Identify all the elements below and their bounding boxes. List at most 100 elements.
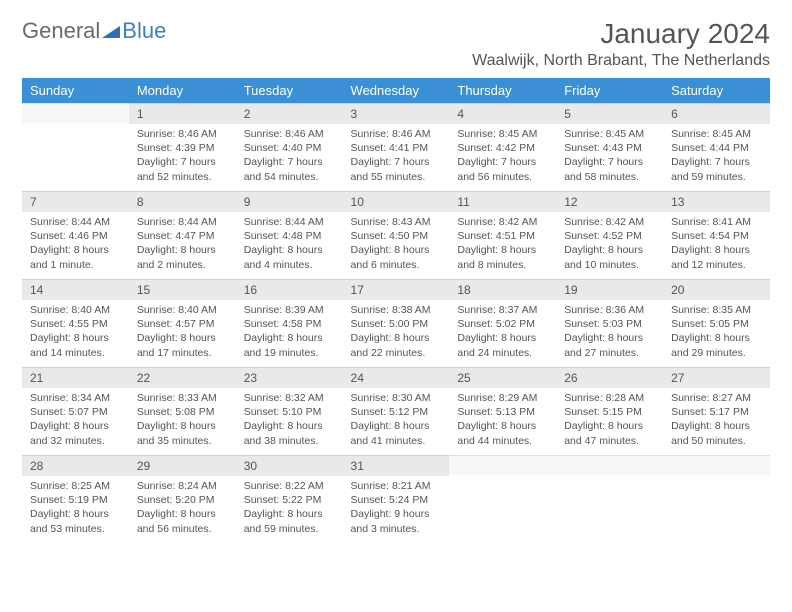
weekday-header: Thursday [449,78,556,103]
sunrise-line: Sunrise: 8:45 AM [457,127,548,141]
calendar-cell: 18Sunrise: 8:37 AMSunset: 5:02 PMDayligh… [449,279,556,367]
day-info: Sunrise: 8:21 AMSunset: 5:24 PMDaylight:… [343,476,450,540]
daylight-line: Daylight: 8 hours and 35 minutes. [137,419,228,447]
calendar-cell: 25Sunrise: 8:29 AMSunset: 5:13 PMDayligh… [449,367,556,455]
day-number: 13 [663,191,770,212]
weekday-header: Friday [556,78,663,103]
day-info: Sunrise: 8:37 AMSunset: 5:02 PMDaylight:… [449,300,556,364]
day-info: Sunrise: 8:44 AMSunset: 4:46 PMDaylight:… [22,212,129,276]
day-number: 25 [449,367,556,388]
sunrise-line: Sunrise: 8:45 AM [671,127,762,141]
daylight-line: Daylight: 8 hours and 29 minutes. [671,331,762,359]
day-info: Sunrise: 8:39 AMSunset: 4:58 PMDaylight:… [236,300,343,364]
calendar-cell: 31Sunrise: 8:21 AMSunset: 5:24 PMDayligh… [343,455,450,543]
calendar-cell: 3Sunrise: 8:46 AMSunset: 4:41 PMDaylight… [343,103,450,191]
calendar-row: 14Sunrise: 8:40 AMSunset: 4:55 PMDayligh… [22,279,770,367]
day-number: 7 [22,191,129,212]
sunset-line: Sunset: 5:07 PM [30,405,121,419]
calendar-cell: 29Sunrise: 8:24 AMSunset: 5:20 PMDayligh… [129,455,236,543]
day-number: 8 [129,191,236,212]
calendar-cell: 7Sunrise: 8:44 AMSunset: 4:46 PMDaylight… [22,191,129,279]
sunset-line: Sunset: 5:15 PM [564,405,655,419]
day-info: Sunrise: 8:41 AMSunset: 4:54 PMDaylight:… [663,212,770,276]
calendar-cell: 13Sunrise: 8:41 AMSunset: 4:54 PMDayligh… [663,191,770,279]
sunset-line: Sunset: 5:00 PM [351,317,442,331]
day-number: 22 [129,367,236,388]
day-number: 26 [556,367,663,388]
sunrise-line: Sunrise: 8:25 AM [30,479,121,493]
day-info: Sunrise: 8:44 AMSunset: 4:48 PMDaylight:… [236,212,343,276]
calendar-row: 7Sunrise: 8:44 AMSunset: 4:46 PMDaylight… [22,191,770,279]
daylight-line: Daylight: 8 hours and 17 minutes. [137,331,228,359]
calendar-cell: 19Sunrise: 8:36 AMSunset: 5:03 PMDayligh… [556,279,663,367]
sunset-line: Sunset: 5:22 PM [244,493,335,507]
logo-text-general: General [22,18,100,44]
day-info: Sunrise: 8:44 AMSunset: 4:47 PMDaylight:… [129,212,236,276]
sunrise-line: Sunrise: 8:39 AM [244,303,335,317]
daylight-line: Daylight: 7 hours and 59 minutes. [671,155,762,183]
calendar-cell: 22Sunrise: 8:33 AMSunset: 5:08 PMDayligh… [129,367,236,455]
calendar-cell: 17Sunrise: 8:38 AMSunset: 5:00 PMDayligh… [343,279,450,367]
calendar-cell: 8Sunrise: 8:44 AMSunset: 4:47 PMDaylight… [129,191,236,279]
sunrise-line: Sunrise: 8:33 AM [137,391,228,405]
sunrise-line: Sunrise: 8:28 AM [564,391,655,405]
day-info: Sunrise: 8:38 AMSunset: 5:00 PMDaylight:… [343,300,450,364]
sunrise-line: Sunrise: 8:44 AM [244,215,335,229]
sunset-line: Sunset: 4:52 PM [564,229,655,243]
day-info: Sunrise: 8:34 AMSunset: 5:07 PMDaylight:… [22,388,129,452]
day-number: 24 [343,367,450,388]
sunset-line: Sunset: 4:39 PM [137,141,228,155]
weekday-header: Monday [129,78,236,103]
sunrise-line: Sunrise: 8:24 AM [137,479,228,493]
daylight-line: Daylight: 8 hours and 38 minutes. [244,419,335,447]
daylight-line: Daylight: 8 hours and 14 minutes. [30,331,121,359]
weekday-header: Tuesday [236,78,343,103]
calendar-cell: 28Sunrise: 8:25 AMSunset: 5:19 PMDayligh… [22,455,129,543]
sunrise-line: Sunrise: 8:42 AM [457,215,548,229]
calendar-body: 1Sunrise: 8:46 AMSunset: 4:39 PMDaylight… [22,103,770,543]
empty-day [663,455,770,475]
day-info: Sunrise: 8:27 AMSunset: 5:17 PMDaylight:… [663,388,770,452]
sunset-line: Sunset: 4:46 PM [30,229,121,243]
sunset-line: Sunset: 4:58 PM [244,317,335,331]
sunrise-line: Sunrise: 8:36 AM [564,303,655,317]
sunset-line: Sunset: 4:54 PM [671,229,762,243]
header: General Blue January 2024 Waalwijk, Nort… [22,18,770,70]
calendar-cell: 14Sunrise: 8:40 AMSunset: 4:55 PMDayligh… [22,279,129,367]
day-info: Sunrise: 8:30 AMSunset: 5:12 PMDaylight:… [343,388,450,452]
sunset-line: Sunset: 4:55 PM [30,317,121,331]
day-info: Sunrise: 8:46 AMSunset: 4:41 PMDaylight:… [343,124,450,188]
day-info: Sunrise: 8:40 AMSunset: 4:57 PMDaylight:… [129,300,236,364]
day-number: 11 [449,191,556,212]
day-info: Sunrise: 8:42 AMSunset: 4:52 PMDaylight:… [556,212,663,276]
weekday-header: Wednesday [343,78,450,103]
month-title: January 2024 [472,18,770,50]
sunrise-line: Sunrise: 8:32 AM [244,391,335,405]
daylight-line: Daylight: 8 hours and 50 minutes. [671,419,762,447]
calendar-cell: 2Sunrise: 8:46 AMSunset: 4:40 PMDaylight… [236,103,343,191]
sunrise-line: Sunrise: 8:37 AM [457,303,548,317]
day-info: Sunrise: 8:32 AMSunset: 5:10 PMDaylight:… [236,388,343,452]
calendar-row: 1Sunrise: 8:46 AMSunset: 4:39 PMDaylight… [22,103,770,191]
sunrise-line: Sunrise: 8:40 AM [137,303,228,317]
day-info: Sunrise: 8:35 AMSunset: 5:05 PMDaylight:… [663,300,770,364]
sunrise-line: Sunrise: 8:45 AM [564,127,655,141]
daylight-line: Daylight: 9 hours and 3 minutes. [351,507,442,535]
day-number: 10 [343,191,450,212]
day-info: Sunrise: 8:45 AMSunset: 4:44 PMDaylight:… [663,124,770,188]
day-number: 2 [236,103,343,124]
day-info: Sunrise: 8:22 AMSunset: 5:22 PMDaylight:… [236,476,343,540]
day-number: 29 [129,455,236,476]
day-info: Sunrise: 8:40 AMSunset: 4:55 PMDaylight:… [22,300,129,364]
daylight-line: Daylight: 8 hours and 12 minutes. [671,243,762,271]
day-number: 6 [663,103,770,124]
logo-triangle-icon [102,18,120,44]
location-subtitle: Waalwijk, North Brabant, The Netherlands [472,52,770,70]
empty-day [449,455,556,475]
calendar-cell: 5Sunrise: 8:45 AMSunset: 4:43 PMDaylight… [556,103,663,191]
calendar-cell: 24Sunrise: 8:30 AMSunset: 5:12 PMDayligh… [343,367,450,455]
sunrise-line: Sunrise: 8:29 AM [457,391,548,405]
calendar-cell: 6Sunrise: 8:45 AMSunset: 4:44 PMDaylight… [663,103,770,191]
calendar-cell: 21Sunrise: 8:34 AMSunset: 5:07 PMDayligh… [22,367,129,455]
daylight-line: Daylight: 8 hours and 19 minutes. [244,331,335,359]
